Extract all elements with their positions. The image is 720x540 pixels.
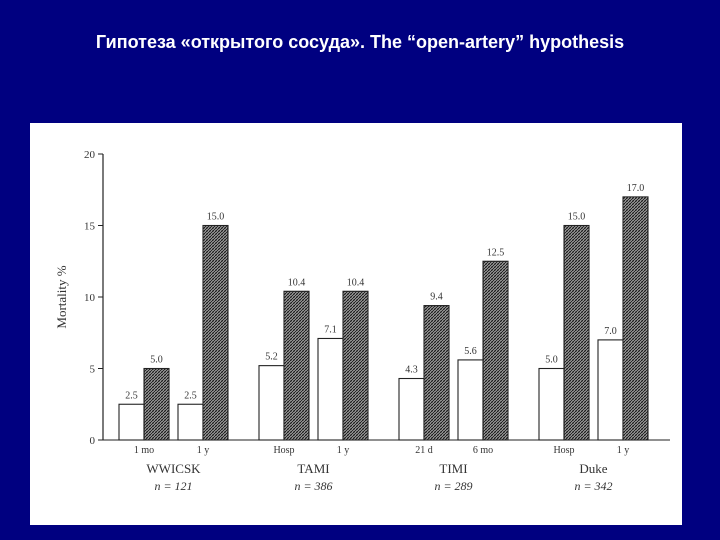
bar-occluded — [283, 290, 310, 441]
period-label: 1 mo — [134, 445, 154, 456]
bar-open — [538, 367, 565, 441]
bar-value-label: 5.2 — [265, 352, 278, 363]
period-label: Hosp — [553, 445, 574, 456]
period-label: 1 y — [617, 445, 630, 456]
period-label: 1 y — [197, 445, 210, 456]
bar-value-label: 17.0 — [627, 183, 645, 194]
period-label: 1 y — [337, 445, 350, 456]
y-tick-label: 0 — [90, 435, 96, 447]
bar-open — [317, 337, 344, 441]
group-n-label: n = 386 — [294, 479, 332, 493]
slide-title: Гипотеза «открытого сосуда». The “open-a… — [95, 32, 625, 52]
bar-open — [258, 365, 285, 441]
bar-open — [398, 377, 425, 441]
group-n-label: n = 289 — [434, 479, 472, 493]
group-name-label: TAMI — [297, 461, 329, 476]
bar-open — [457, 359, 484, 441]
bar-value-label: 5.6 — [464, 346, 477, 357]
bar-value-label: 10.4 — [288, 277, 306, 288]
bar-value-label: 10.4 — [347, 277, 365, 288]
group-n-label: n = 342 — [574, 479, 612, 493]
bar-value-label: 7.1 — [324, 324, 337, 335]
bar-open — [177, 403, 204, 441]
y-axis-label: Mortality % — [54, 265, 69, 328]
bar-value-label: 5.0 — [150, 355, 163, 366]
y-tick-label: 10 — [84, 292, 96, 304]
chart-panel: 0 5 10 15 20 Mortality % 2.5 5.0 1 mo 2.5 15.0 1 y W… — [30, 123, 682, 525]
period-label: 21 d — [415, 445, 433, 456]
period-label: Hosp — [273, 445, 294, 456]
bar-value-label: 4.3 — [405, 365, 418, 376]
bar-value-label: 2.5 — [184, 390, 197, 401]
period-label: 6 mo — [473, 445, 493, 456]
y-tick-label: 20 — [84, 149, 96, 161]
group-name-label: Duke — [579, 461, 607, 476]
bar-occluded — [622, 196, 649, 441]
bar-occluded — [482, 260, 509, 441]
mortality-bar-chart: 0 5 10 15 20 Mortality % 2.5 5.0 1 mo 2.5 15.0 1 y W… — [54, 149, 670, 493]
y-tick-label: 5 — [90, 364, 96, 376]
bar-occluded — [143, 367, 170, 441]
y-tick-label: 15 — [84, 221, 96, 233]
bar-value-label: 15.0 — [207, 212, 225, 223]
group-name-label: WWICSK — [146, 461, 201, 476]
bar-open — [597, 339, 624, 441]
bar-occluded — [342, 290, 369, 441]
bar-value-label: 7.0 — [604, 326, 617, 337]
bar-value-label: 15.0 — [568, 212, 586, 223]
bar-occluded — [202, 224, 229, 441]
bar-value-label: 5.0 — [545, 355, 558, 366]
group-n-label: n = 121 — [154, 479, 192, 493]
bar-value-label: 9.4 — [430, 292, 443, 303]
bar-value-label: 2.5 — [125, 390, 138, 401]
group-name-label: TIMI — [439, 461, 467, 476]
bar-occluded — [563, 224, 590, 441]
bar-value-label: 12.5 — [487, 247, 505, 258]
bar-occluded — [423, 305, 450, 441]
bar-open — [118, 403, 145, 441]
